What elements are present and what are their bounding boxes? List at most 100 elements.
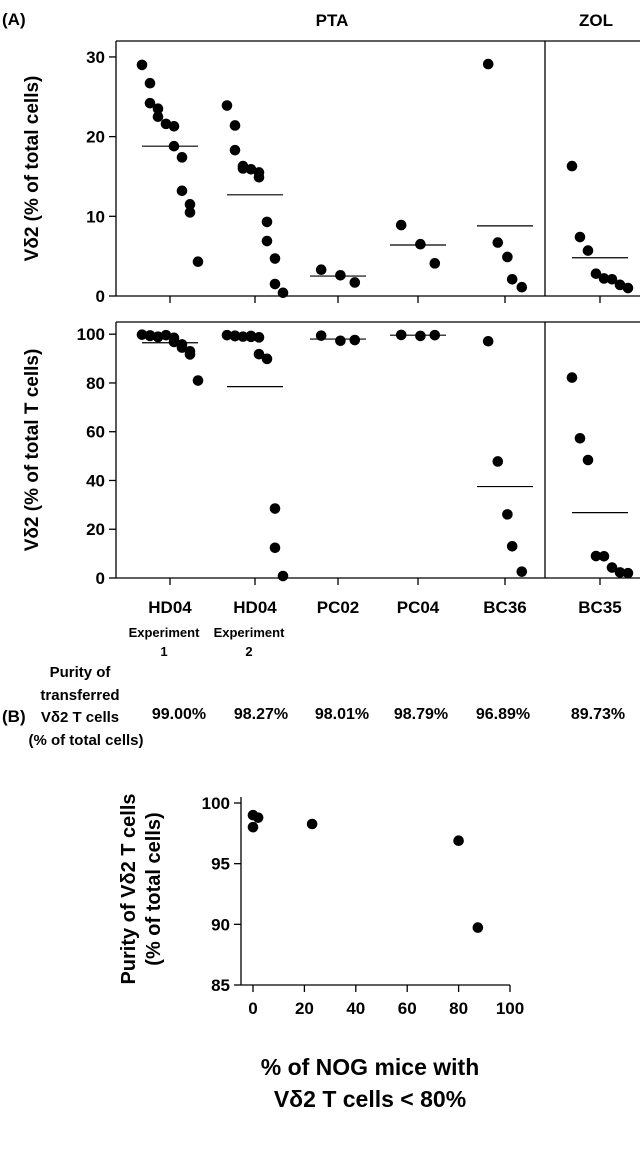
purity-value: 89.73% bbox=[571, 706, 625, 723]
purity-row: Purity of transferred Vδ2 T cells (% of tot… bbox=[28, 664, 625, 749]
data-point bbox=[221, 100, 233, 111]
top-plot: 0 10 20 30 Vδ2 (% of total cells) bbox=[22, 40, 640, 306]
data-point bbox=[152, 103, 164, 115]
y-tick-label: 80 bbox=[86, 374, 105, 393]
data-point bbox=[315, 264, 327, 276]
purity-row-label: (% of total cells) bbox=[28, 732, 143, 749]
purity-value: 96.89% bbox=[476, 706, 530, 723]
data-point bbox=[415, 330, 426, 342]
b-data-point bbox=[252, 812, 264, 823]
data-point bbox=[160, 118, 172, 130]
data-point bbox=[614, 567, 626, 578]
data-point bbox=[229, 120, 241, 131]
data-point bbox=[606, 562, 618, 573]
purity-value: 99.00% bbox=[152, 706, 206, 723]
y-tick-label: 60 bbox=[86, 423, 105, 442]
data-point bbox=[590, 550, 602, 562]
data-point bbox=[566, 160, 578, 172]
purity-row-label: transferred bbox=[40, 687, 119, 704]
b-data-point bbox=[453, 835, 464, 847]
purity-row-label: Purity of bbox=[50, 664, 112, 681]
y-tick-label: 30 bbox=[86, 48, 105, 67]
b-y-tick-label: 85 bbox=[211, 976, 230, 995]
data-point bbox=[136, 329, 148, 340]
data-point bbox=[502, 251, 513, 263]
data-point bbox=[482, 335, 494, 347]
category-label: BC35 bbox=[578, 598, 621, 617]
data-point bbox=[261, 235, 273, 247]
data-point bbox=[598, 551, 610, 562]
data-point bbox=[237, 331, 249, 342]
b-x-tick-label: 40 bbox=[346, 999, 365, 1018]
data-point bbox=[269, 253, 281, 264]
data-point bbox=[192, 375, 204, 386]
data-point bbox=[415, 238, 426, 250]
data-point bbox=[144, 77, 156, 89]
y-tick-label: 0 bbox=[96, 569, 105, 588]
b-x-tick-label: 60 bbox=[398, 999, 417, 1018]
data-point bbox=[622, 567, 634, 579]
data-point bbox=[168, 120, 180, 132]
data-point bbox=[192, 256, 204, 268]
data-point bbox=[229, 330, 241, 342]
category-sublabel: Experiment bbox=[214, 625, 285, 640]
data-point bbox=[277, 570, 289, 582]
data-point bbox=[253, 348, 265, 360]
panel-b-plot: 85 90 95 100 0 20 40 60 80 100 Purity of Vδ2 T cel… bbox=[118, 793, 524, 1112]
panel-a-label: (A) bbox=[2, 10, 26, 29]
b-x-tick-label: 80 bbox=[449, 999, 468, 1018]
data-point bbox=[277, 287, 289, 299]
data-point bbox=[598, 273, 610, 284]
b-y-tick-label: 95 bbox=[211, 855, 230, 874]
data-point bbox=[492, 456, 504, 467]
data-point bbox=[315, 330, 327, 341]
data-point bbox=[606, 273, 618, 285]
b-x-tick-label: 20 bbox=[295, 999, 314, 1018]
b-x-axis-label: % of NOG mice with bbox=[261, 1054, 480, 1080]
panel-b-label: (B) bbox=[2, 707, 26, 726]
y-tick-label: 20 bbox=[86, 128, 105, 147]
category-sublabel: 1 bbox=[160, 644, 167, 659]
group-label-zol: ZOL bbox=[579, 11, 613, 30]
b-y-axis-label: (% of total cells) bbox=[143, 812, 165, 965]
data-point bbox=[335, 335, 346, 347]
y-axis-label: Vδ2 (% of total T cells) bbox=[22, 349, 43, 552]
data-point bbox=[184, 349, 196, 360]
purity-value: 98.27% bbox=[234, 706, 288, 723]
b-x-axis-label: Vδ2 T cells < 80% bbox=[274, 1086, 466, 1112]
data-point bbox=[506, 273, 518, 285]
data-point bbox=[245, 163, 257, 175]
data-point bbox=[184, 199, 196, 210]
data-point bbox=[253, 332, 265, 343]
data-point bbox=[144, 97, 156, 109]
b-data-point bbox=[472, 922, 484, 933]
y-tick-label: 100 bbox=[77, 325, 105, 344]
data-point bbox=[492, 237, 504, 248]
y-axis-label: Vδ2 (% of total cells) bbox=[22, 76, 43, 262]
data-point bbox=[261, 216, 273, 228]
category-labels: HD04 Experiment 1 HD04 Experiment 2 PC02 PC04 BC… bbox=[129, 598, 622, 659]
data-point bbox=[516, 566, 528, 577]
data-point bbox=[176, 185, 188, 197]
data-point bbox=[176, 342, 188, 353]
category-label: BC36 bbox=[483, 598, 526, 617]
data-point bbox=[245, 330, 257, 342]
category-label: HD04 bbox=[233, 598, 277, 617]
data-point bbox=[136, 59, 148, 71]
data-point bbox=[269, 542, 281, 554]
data-point bbox=[237, 163, 249, 174]
b-y-tick-label: 100 bbox=[202, 794, 230, 813]
data-point bbox=[429, 258, 441, 269]
data-point bbox=[269, 503, 281, 514]
data-point bbox=[221, 329, 233, 341]
data-point bbox=[160, 329, 172, 341]
b-x-tick-label: 100 bbox=[496, 999, 524, 1018]
y-tick-label: 10 bbox=[86, 207, 105, 226]
data-point bbox=[614, 279, 626, 291]
category-sublabel: 2 bbox=[245, 644, 252, 659]
data-point bbox=[349, 277, 361, 288]
data-point bbox=[566, 372, 578, 383]
data-point bbox=[582, 245, 594, 256]
